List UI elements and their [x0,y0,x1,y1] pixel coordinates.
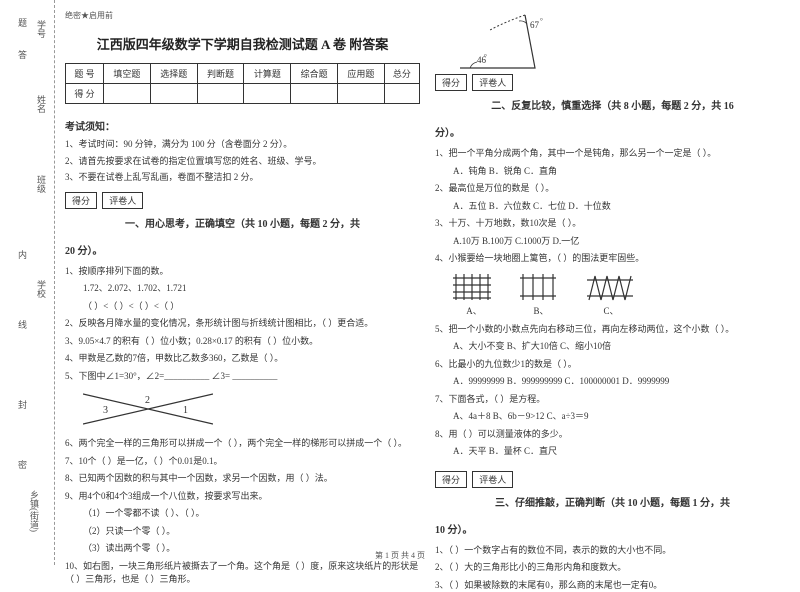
q7: 7、10个（ ）是一亿，（ ）个0.01是0.1。 [65,455,420,469]
s2q5-opts: A、大小不变 B、扩大10倍 C、缩小10倍 [435,340,790,354]
score-box[interactable]: 得分 [65,192,97,209]
section3-heading2: 10 分）。 [435,521,790,536]
option-b: B、 [520,272,562,317]
reviewer-box[interactable]: 评卷人 [102,192,143,209]
svg-text:3: 3 [103,405,108,416]
reviewer-box[interactable]: 评卷人 [472,471,513,488]
th: 总分 [384,64,419,84]
notice-line: 3、不要在试卷上乱写乱画，卷面不整洁扣 2 分。 [65,171,420,184]
td: 得 分 [66,84,104,104]
sidebar-label: 乡镇(街道) [28,490,41,532]
th: 综合题 [291,64,338,84]
sidebar-hint: 内 [16,250,29,259]
page-footer: 第 1 页 共 4 页 [0,550,800,561]
svg-text:67: 67 [530,20,540,30]
scorer-row: 得分 评卷人 [435,471,790,488]
s2q6: 6、比最小的九位数少1的数是（ ）。 [435,358,790,372]
th: 判断题 [197,64,244,84]
svg-text:2: 2 [145,395,150,406]
sidebar-hint: 题 [16,18,29,27]
sidebar-hint: 密 [16,460,29,469]
s2q8-opts: A．天平 B．量杯 C．直尺 [435,445,790,459]
notice-line: 1、考试时间：90 分钟，满分为 100 分（含卷面分 2 分）。 [65,138,420,151]
s2q5: 5、把一个小数的小数点先向右移动三位，再向左移动两位，这个小数（ ）。 [435,323,790,337]
q4: 4、甲数是乙数的7倍，甲数比乙数多360，乙数是（ ）。 [65,352,420,366]
triangle-figure: 46 ° 67 ° [455,10,555,70]
q5: 5、下图中∠1=30°，∠2=__________ ∠3= __________ [65,370,420,384]
section1-heading2: 20 分）。 [65,242,420,257]
sidebar-hint: 线 [16,320,29,329]
s2q2-opts: A．五位 B．六位数 C．七位 D．十位数 [435,200,790,214]
section2-heading: 二、反复比较，慎重选择（共 8 小题，每题 2 分，共 16 [435,97,790,112]
opt-label: A、 [453,304,495,317]
option-c: C、 [587,272,635,317]
right-column: 46 ° 67 ° 得分 评卷人 二、反复比较，慎重选择（共 8 小题，每题 2… [435,10,790,545]
svg-text:1: 1 [183,405,188,416]
q8: 8、已知两个因数的积与其中一个因数，求另一个因数，用（ ）法。 [65,472,420,486]
angle-lines-figure: 3 2 1 [83,389,420,431]
s3q2: 2、（ ）大的三角形比小的三角形内角和度数大。 [435,561,790,575]
score-box[interactable]: 得分 [435,471,467,488]
svg-text:°: ° [540,17,543,25]
s2q3: 3、十万、十万地数，数10次是（ ）。 [435,217,790,231]
s2q3-opts: A.10万 B.100万 C.1000万 D.一亿 [435,235,790,249]
section2-heading2: 分）。 [435,124,790,139]
q3: 3、9.05×4.7 的积有（ ）位小数；0.28×0.17 的积有（ ）位小数… [65,335,420,349]
table-row: 题 号 填空题 选择题 判断题 计算题 综合题 应用题 总分 [66,64,420,84]
left-column: 绝密★启用前 江西版四年级数学下学期自我检测试题 A 卷 附答案 题 号 填空题… [65,10,420,545]
th: 题 号 [66,64,104,84]
opt-label: B、 [520,304,562,317]
q9b: （2）只读一个零（ ）。 [65,525,420,539]
sidebar-label: 学校 [35,280,48,298]
q6: 6、两个完全一样的三角形可以拼成一个（ ），两个完全一样的梯形可以拼成一个（ ）… [65,437,420,451]
s3q3: 3、（ ）如果被除数的末尾有0，那么商的末尾也一定有0。 [435,579,790,592]
option-a: A、 [453,272,495,317]
s2q1-opts: A．钝角 B．锐角 C．直角 [435,165,790,179]
sidebar-label: 姓名 [35,95,48,113]
s2q2: 2、最高位是万位的数是（ ）。 [435,182,790,196]
reviewer-box[interactable]: 评卷人 [472,74,513,91]
s2q7-opts: A、4a＋8 B、6b－9>12 C、a÷3＝9 [435,410,790,424]
s2q1: 1、把一个平角分成两个角，其中一个是钝角，那么另一个一定是（ ）。 [435,147,790,161]
opt-label: C、 [587,304,635,317]
sidebar-hint: 封 [16,400,29,409]
scorer-row: 得分 评卷人 [435,74,790,91]
th: 应用题 [338,64,385,84]
table-row: 得 分 [66,84,420,104]
q10: 10、如右图，一块三角形纸片被撕去了一个角。这个角是（ ）度，原来这块纸片的形状… [65,560,420,587]
th: 计算题 [244,64,291,84]
page-title: 江西版四年级数学下学期自我检测试题 A 卷 附答案 [65,34,420,53]
sidebar-hint: 答 [16,50,29,59]
s2q8: 8、用（ ）可以测量液体的多少。 [435,428,790,442]
q1-nums: 1.72、2.072、1.702、1.721 [65,282,420,296]
th: 填空题 [104,64,151,84]
notice-line: 2、请首先按要求在试卷的指定位置填写您的姓名、班级、学号。 [65,155,420,168]
secret-label: 绝密★启用前 [65,10,420,21]
section3-heading: 三、仔细推敲，正确判断（共 10 小题，每题 1 分，共 [435,494,790,509]
page-content: 绝密★启用前 江西版四年级数学下学期自我检测试题 A 卷 附答案 题 号 填空题… [60,0,800,565]
scorer-row: 得分 评卷人 [65,192,420,209]
q1-blank: （ ）<（ ）<（ ）<（ ） [65,300,420,314]
q9a: （1）一个零都不读（ ）、（ ）。 [65,507,420,521]
svg-text:°: ° [484,53,487,61]
sidebar-label: 学号 [35,20,48,38]
fence-figure: A、 B、 C、 [453,272,790,317]
th: 选择题 [150,64,197,84]
s2q4: 4、小猴要给一块地圈上篱笆，（ ）的围法更牢固些。 [435,252,790,266]
section1-heading: 一、用心思考，正确填空（共 10 小题，每题 2 分，共 [65,215,420,230]
s2q7: 7、下面各式，（ ）是方程。 [435,393,790,407]
q2: 2、反映各月降水量的变化情况，条形统计图与折线统计图相比，（ ）更合适。 [65,317,420,331]
sidebar-label: 班级 [35,175,48,193]
score-box[interactable]: 得分 [435,74,467,91]
notice-heading: 考试须知： [65,118,420,133]
score-table: 题 号 填空题 选择题 判断题 计算题 综合题 应用题 总分 得 分 [65,63,420,104]
q9: 9、用4个0和4个3组成一个八位数，按要求写出来。 [65,490,420,504]
s2q6-opts: A．99999999 B．999999999 C．100000001 D．999… [435,375,790,389]
q1: 1、按顺序排列下面的数。 [65,265,420,279]
binding-sidebar: 学号 姓名 班级 学校 乡镇(街道) 答 题 内 线 封 密 [0,0,55,565]
